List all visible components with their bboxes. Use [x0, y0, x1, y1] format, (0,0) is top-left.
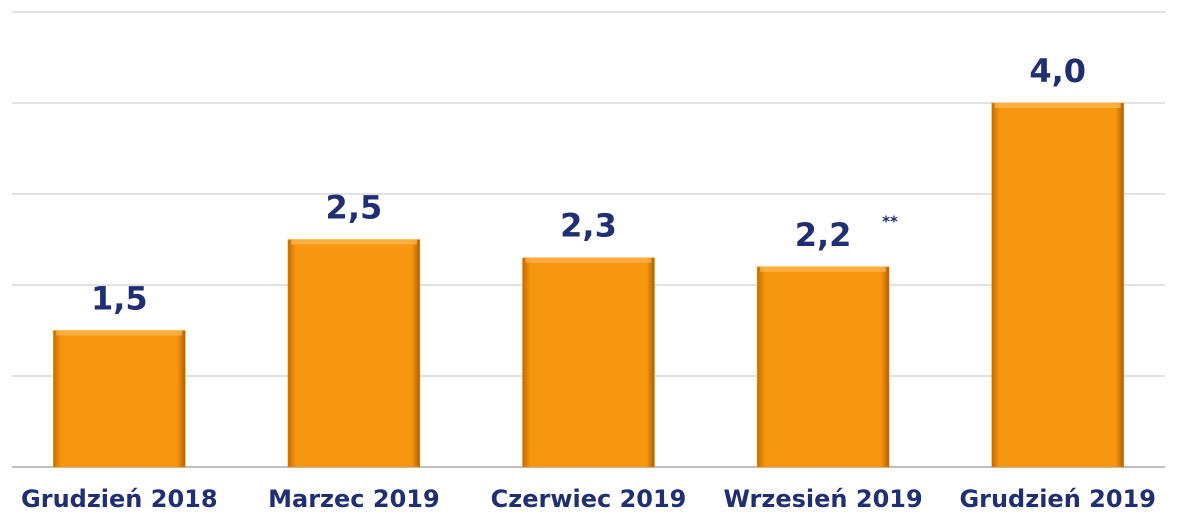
- x-tick-label: Grudzień 2018: [21, 485, 218, 513]
- x-tick-label: Marzec 2019: [268, 485, 440, 513]
- x-tick-label: Wrzesień 2019: [724, 485, 923, 513]
- bar: [991, 102, 1124, 468]
- annotation: **: [882, 213, 898, 231]
- value-label: 2,3: [560, 207, 617, 245]
- bars: [53, 102, 1124, 468]
- bar: [53, 330, 186, 468]
- value-label: 4,0: [1029, 52, 1086, 90]
- bar: [287, 239, 421, 468]
- bar-top-bevel: [760, 266, 887, 272]
- bar-top-bevel: [525, 257, 652, 263]
- bar: [756, 266, 890, 468]
- value-label: 2,2: [795, 216, 852, 254]
- bar: [522, 257, 655, 468]
- x-tick-label: Czerwiec 2019: [491, 485, 687, 513]
- value-label: 2,5: [326, 189, 383, 227]
- bar-top-bevel: [290, 239, 417, 245]
- bar-top-bevel: [994, 103, 1121, 108]
- bar-top-bevel: [56, 330, 183, 336]
- value-label: 1,5: [91, 280, 148, 318]
- x-tick-label: Grudzień 2019: [959, 485, 1156, 513]
